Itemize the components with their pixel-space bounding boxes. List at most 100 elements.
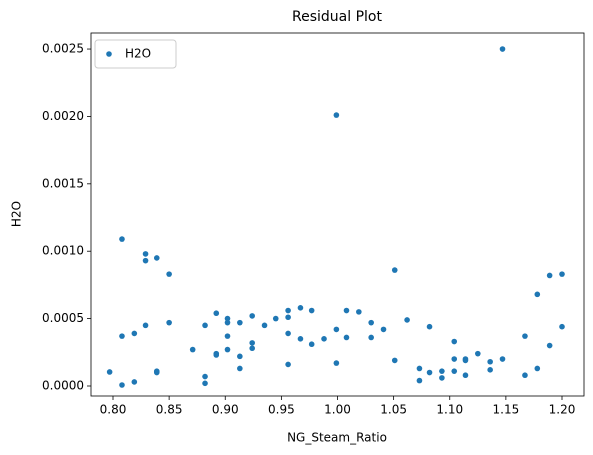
plot-frame xyxy=(90,32,585,397)
point xyxy=(224,315,231,322)
legend-marker xyxy=(106,51,112,57)
point xyxy=(202,380,208,387)
point xyxy=(224,346,231,353)
point xyxy=(237,353,243,360)
point xyxy=(522,372,528,379)
x-axis-label: NG_Steam_Ratio xyxy=(287,431,387,445)
point xyxy=(142,251,149,257)
point xyxy=(224,319,231,326)
point xyxy=(272,315,279,322)
x-tick-label: 1.00 xyxy=(324,403,351,417)
point xyxy=(462,357,469,364)
point xyxy=(499,356,506,362)
point xyxy=(166,319,172,326)
y-tick-label: 0.0020 xyxy=(42,109,84,123)
point xyxy=(333,112,340,118)
point xyxy=(416,377,423,384)
point xyxy=(368,334,374,341)
legend-box xyxy=(94,39,177,69)
point xyxy=(333,360,340,366)
point xyxy=(166,271,172,277)
point xyxy=(285,314,291,321)
y-tick-label: 0.0025 xyxy=(42,42,84,56)
point xyxy=(391,357,398,364)
point xyxy=(131,330,138,337)
point xyxy=(153,255,160,261)
point xyxy=(106,369,113,375)
y-axis-label: H2O xyxy=(10,201,24,227)
y-tick-label: 0.0010 xyxy=(42,244,84,258)
point xyxy=(559,271,565,277)
x-tick-label: 0.90 xyxy=(212,403,239,417)
x-tick-label: 1.20 xyxy=(549,403,576,417)
legend-label: H2O xyxy=(125,47,151,61)
point xyxy=(546,342,553,349)
point xyxy=(142,322,149,329)
point xyxy=(368,319,374,326)
point xyxy=(487,358,493,365)
point xyxy=(119,333,125,339)
point xyxy=(202,373,208,380)
point xyxy=(213,310,220,317)
point xyxy=(343,334,350,341)
point xyxy=(499,46,506,52)
point xyxy=(416,365,423,372)
point xyxy=(285,307,291,314)
y-tick-label: 0.0015 xyxy=(42,176,84,190)
point xyxy=(475,350,481,357)
point xyxy=(297,305,304,311)
point xyxy=(559,323,565,330)
y-tick-label: 0.0005 xyxy=(42,311,84,325)
point xyxy=(534,365,541,372)
point xyxy=(439,368,445,374)
point xyxy=(237,365,243,372)
point xyxy=(426,323,433,330)
point xyxy=(426,369,433,376)
point xyxy=(213,352,220,358)
point xyxy=(189,346,196,353)
point xyxy=(356,309,362,315)
point xyxy=(119,382,125,388)
point xyxy=(333,326,340,333)
x-tick-label: 1.05 xyxy=(380,403,407,417)
point xyxy=(308,341,315,348)
point xyxy=(451,368,458,374)
point xyxy=(343,307,350,314)
point xyxy=(249,340,255,346)
point xyxy=(142,257,149,264)
point xyxy=(439,375,445,381)
point xyxy=(522,333,528,339)
point xyxy=(285,361,291,368)
point xyxy=(297,336,304,342)
x-tick-label: 1.15 xyxy=(493,403,520,417)
point xyxy=(249,345,255,352)
point xyxy=(451,338,458,345)
point xyxy=(131,379,138,385)
point xyxy=(380,326,387,333)
point xyxy=(321,336,327,342)
point xyxy=(404,317,410,323)
point xyxy=(534,291,541,298)
point xyxy=(462,372,469,379)
x-tick-label: 0.85 xyxy=(156,403,183,417)
point xyxy=(285,330,291,337)
point xyxy=(224,333,231,339)
point xyxy=(249,313,255,319)
chart-title: Residual Plot xyxy=(292,9,382,25)
point xyxy=(119,236,125,242)
x-tick-label: 0.80 xyxy=(100,403,127,417)
point xyxy=(451,356,458,362)
point xyxy=(237,319,243,326)
point xyxy=(546,272,553,279)
point xyxy=(202,322,208,329)
point xyxy=(391,267,398,273)
point xyxy=(153,369,160,376)
point xyxy=(487,367,493,373)
y-tick-label: 0.0000 xyxy=(42,378,84,392)
x-tick-label: 1.10 xyxy=(436,403,463,417)
point xyxy=(261,322,268,329)
point xyxy=(308,307,315,314)
